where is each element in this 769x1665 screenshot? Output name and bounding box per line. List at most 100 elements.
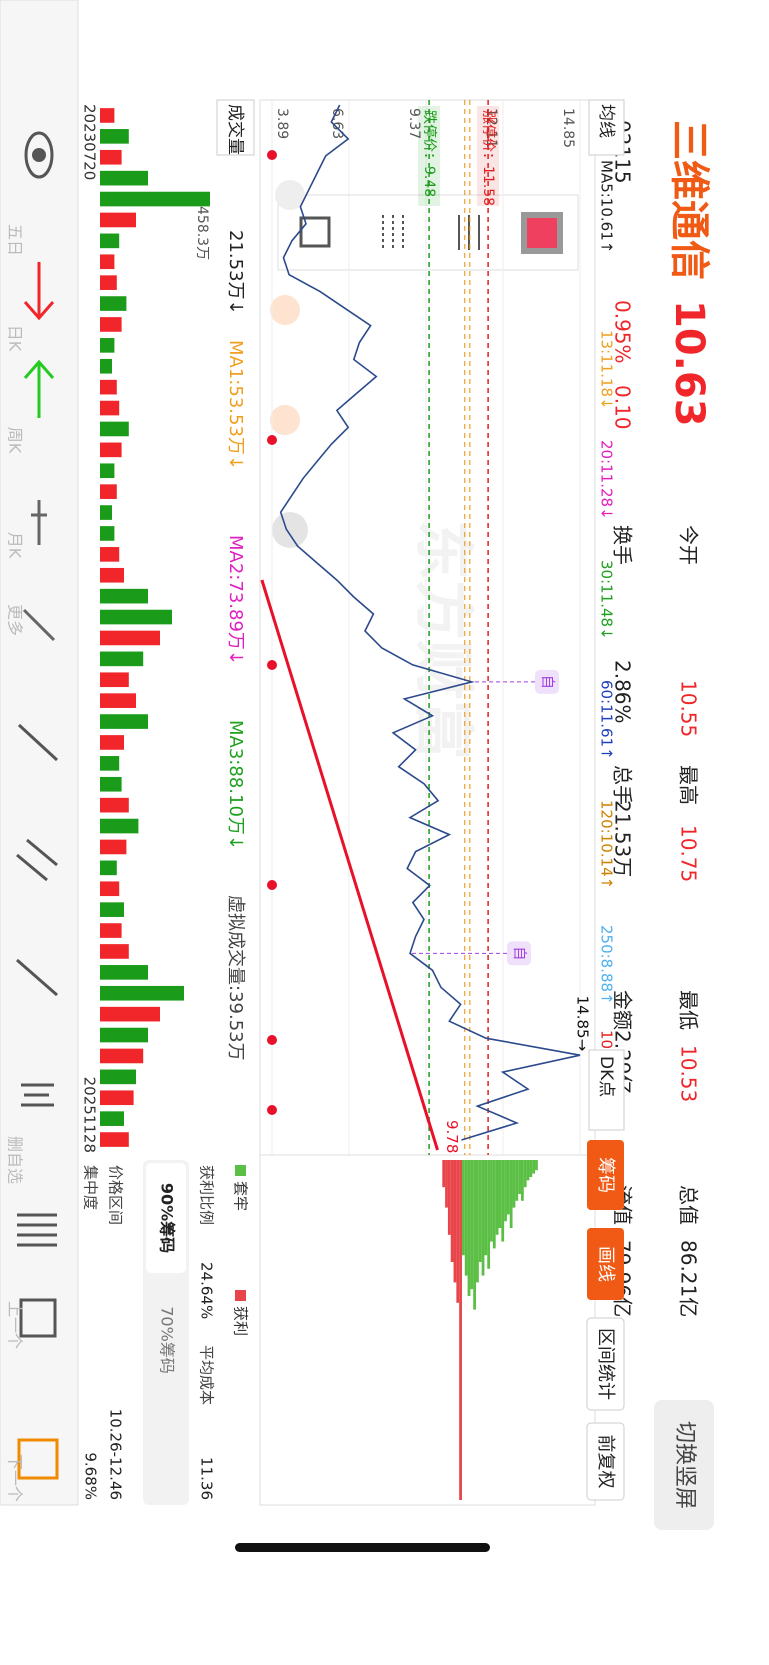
volume-bar <box>99 296 127 311</box>
dk-label: DK点 <box>596 1056 616 1097</box>
trendline-label: 9.78 <box>443 1120 461 1153</box>
chip-bar <box>512 1160 516 1208</box>
vol-menu-box[interactable] <box>216 99 255 156</box>
chip-tab: 90%筹码 <box>158 1183 177 1253</box>
volume-bar <box>99 149 122 165</box>
ma-item: 120:10.14↑ <box>598 800 616 889</box>
sidebar-label[interactable]: 月K <box>6 532 25 559</box>
stat-value: 10.55 <box>677 680 701 737</box>
chip-bar <box>515 1160 519 1201</box>
chip-bar <box>492 1160 496 1249</box>
limit-label: 跌停价：9.48 <box>421 110 438 197</box>
stat-value: 10.75 <box>677 825 701 882</box>
stat-value: 21.53万 <box>611 800 635 877</box>
sidebar-label[interactable]: 周K <box>6 427 25 454</box>
stat-label: 总值 <box>677 1185 701 1225</box>
ma-menu: 均线 <box>596 104 616 138</box>
chip-bar <box>484 1160 488 1256</box>
stat-value: 86.21亿 <box>677 1240 701 1317</box>
tool-button-label: 筹码 <box>595 1157 616 1193</box>
vol-item: MA2:73.89万↓ <box>225 535 246 665</box>
chip-label: 获利比例 <box>198 1165 216 1225</box>
ma-item: 30:11.48↓ <box>598 560 616 640</box>
chip-bar <box>495 1160 499 1235</box>
sidebar-label[interactable]: 五日 <box>6 224 25 256</box>
volume-bar <box>99 170 149 186</box>
sidebar-label[interactable]: 上一个 <box>6 1301 25 1349</box>
y-tick-label: 6.63 <box>329 108 345 139</box>
stock-price: 10.63 <box>666 300 712 427</box>
chip-label: 集中度 <box>82 1165 100 1210</box>
ma-item: 20:11.28↓ <box>598 440 616 520</box>
limit-label: 涨停价：11.58 <box>480 110 497 206</box>
chip-bar <box>450 1160 454 1262</box>
tool-button[interactable] <box>586 1317 625 1411</box>
price-line <box>279 104 581 1141</box>
tool-button[interactable] <box>587 1140 624 1210</box>
peak-label: 14.85→ <box>574 996 592 1052</box>
anchor-dot <box>267 880 277 890</box>
anchor-dot <box>267 1035 277 1045</box>
tool-button-label: 前复权 <box>595 1435 616 1489</box>
chip-tab-active[interactable] <box>146 1163 186 1273</box>
ma-menu-box[interactable] <box>588 99 625 156</box>
tool-button-label: 画线 <box>595 1246 616 1282</box>
vol-item: MA3:88.10万↓ <box>225 720 246 850</box>
sidebar-icons <box>16 131 59 1480</box>
marker-label: 自 <box>511 946 527 960</box>
volume-bar <box>100 881 120 897</box>
volume-bar <box>100 421 129 437</box>
legend-swatch <box>235 1165 246 1176</box>
chip-bar <box>498 1160 502 1228</box>
switch-button[interactable] <box>654 1400 714 1530</box>
volume-bar <box>100 526 115 541</box>
volume-bar <box>99 985 185 1001</box>
stat-label: 总手 <box>611 765 635 805</box>
volume-bar <box>99 860 117 876</box>
legend-label: 套牢 <box>232 1181 250 1211</box>
chip-bar <box>447 1160 451 1235</box>
volume-bar <box>100 191 210 207</box>
chip-value: 10.26-12.46 <box>107 1409 125 1500</box>
anchor-dot <box>267 1105 277 1115</box>
switch-label: 切换竖屏 <box>672 1421 697 1509</box>
chip-tab[interactable]: 70%筹码 <box>158 1306 177 1374</box>
volume-bar <box>100 233 120 249</box>
watermark: 东方财富 <box>407 520 477 760</box>
sidebar-label[interactable]: 删自选 <box>6 1136 25 1184</box>
chip-value: 9.68% <box>82 1452 100 1500</box>
chip-label: 平均成本 <box>198 1345 216 1405</box>
chip-value: 24.64% <box>198 1262 216 1319</box>
chip-bar <box>476 1160 479 1283</box>
volume-bar <box>100 735 125 750</box>
vol-item: 虚拟成交量:39.53万 <box>225 895 246 1061</box>
volume-bar <box>99 630 161 646</box>
volume-bar <box>100 463 115 479</box>
marker-label: 自 <box>539 675 555 689</box>
tool-button[interactable] <box>586 1422 625 1501</box>
volume-bar <box>99 275 117 290</box>
chip-bar <box>509 1160 513 1228</box>
sidebar-label[interactable]: 下一个 <box>6 1454 25 1502</box>
volume-bar <box>100 338 115 353</box>
vol-item: 21.53万↓ <box>225 230 246 315</box>
volume-bar <box>99 923 122 938</box>
stat-label: 换手 <box>611 525 635 565</box>
volume-bar <box>99 1027 149 1043</box>
volume-bar <box>99 358 113 374</box>
volume-bar <box>99 714 149 729</box>
chip-bar <box>459 1160 462 1500</box>
ma-item: 60:11.61↑ <box>598 680 616 760</box>
legend-label: 获利 <box>232 1306 250 1336</box>
tool-button[interactable] <box>587 1228 624 1300</box>
sidebar-label[interactable]: 更多 <box>6 604 25 636</box>
volume-bar <box>99 484 117 499</box>
sidebar-label[interactable]: 日K <box>6 325 25 352</box>
chip-bar <box>532 1160 536 1174</box>
volume-bar <box>99 776 122 792</box>
volume-bar <box>99 818 139 834</box>
chip-bar <box>518 1160 521 1194</box>
chip-bar <box>504 1160 507 1222</box>
